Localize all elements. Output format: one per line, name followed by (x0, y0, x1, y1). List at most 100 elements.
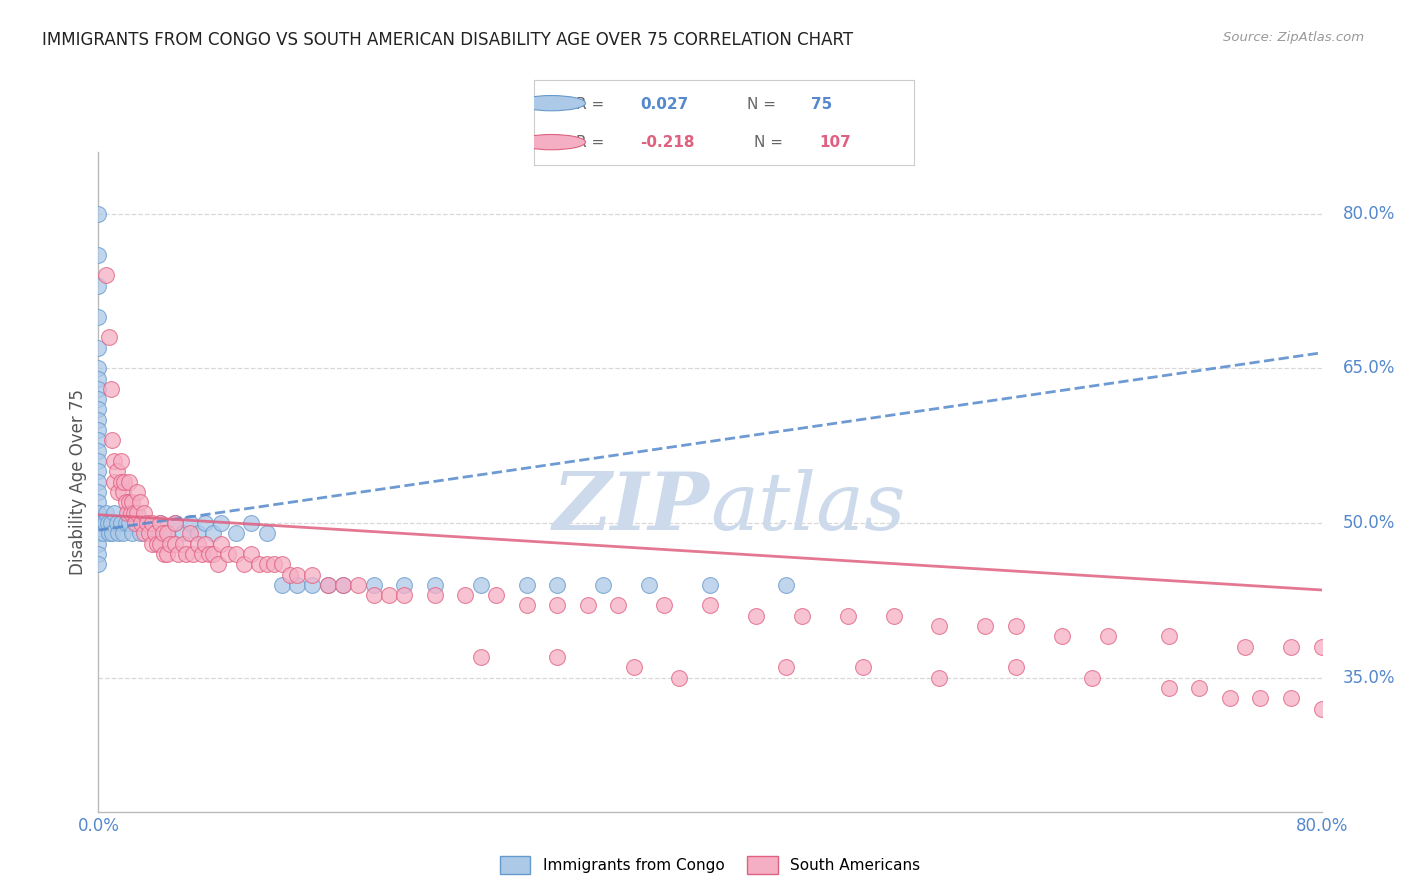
Point (91, 516, 114, 530)
Point (1004, 660, 1026, 674)
Point (316, 578, 339, 592)
Point (111, 485, 134, 500)
Point (124, 516, 146, 530)
Point (652, 599, 675, 613)
Point (134, 506, 156, 520)
Point (301, 567, 323, 582)
Point (179, 526, 201, 541)
Point (105, 464, 128, 478)
Point (883, 608, 905, 623)
Text: 35.0%: 35.0% (1343, 669, 1395, 687)
Point (332, 578, 354, 592)
Point (136, 516, 159, 530)
Point (87, 310, 110, 324)
Point (87, 495, 110, 509)
Point (928, 619, 950, 633)
Point (145, 536, 167, 550)
Point (516, 599, 538, 613)
Point (775, 660, 797, 674)
Point (699, 578, 721, 592)
Point (191, 547, 214, 561)
Point (87, 464, 110, 478)
Point (332, 578, 354, 592)
Point (240, 547, 263, 561)
Point (87, 423, 110, 437)
Point (149, 536, 172, 550)
Point (172, 526, 194, 541)
Y-axis label: Disability Age Over 75: Disability Age Over 75 (69, 389, 87, 574)
Point (470, 578, 492, 592)
Point (1050, 629, 1073, 643)
Point (1219, 691, 1241, 706)
Point (668, 671, 690, 685)
Point (187, 526, 209, 541)
Point (87, 475, 110, 489)
Point (225, 526, 247, 541)
Point (94, 506, 117, 520)
Text: 50.0%: 50.0% (1343, 514, 1395, 532)
Point (1310, 701, 1333, 715)
Point (121, 526, 143, 541)
Point (110, 454, 132, 468)
Point (94, 268, 117, 283)
Point (232, 557, 254, 572)
Point (745, 608, 768, 623)
Point (129, 516, 152, 530)
Point (125, 516, 148, 530)
Point (87, 413, 110, 427)
Point (152, 526, 174, 541)
Point (87, 557, 110, 572)
Point (141, 516, 163, 530)
Point (87, 516, 110, 530)
Point (592, 578, 614, 592)
Point (516, 578, 538, 592)
Point (363, 588, 385, 602)
Point (454, 588, 477, 602)
Text: 80.0%: 80.0% (1343, 204, 1395, 222)
Point (240, 516, 263, 530)
Point (775, 578, 797, 592)
Point (423, 578, 446, 592)
Point (87, 341, 110, 355)
Point (194, 536, 217, 550)
Point (278, 567, 301, 582)
Point (623, 660, 645, 674)
Point (1004, 619, 1026, 633)
Point (105, 516, 128, 530)
Point (270, 557, 292, 572)
Point (187, 536, 209, 550)
Point (141, 526, 163, 541)
Point (181, 547, 204, 561)
Text: N =: N = (755, 135, 789, 150)
Point (87, 547, 110, 561)
Point (852, 660, 875, 674)
Point (363, 578, 385, 592)
Point (125, 485, 148, 500)
Point (285, 567, 308, 582)
Point (156, 526, 179, 541)
Point (87, 371, 110, 385)
Point (247, 557, 270, 572)
Point (138, 526, 160, 541)
Point (87, 485, 110, 500)
Point (263, 557, 285, 572)
Point (1157, 629, 1180, 643)
Point (149, 516, 172, 530)
Point (194, 516, 217, 530)
Point (790, 608, 813, 623)
Point (87, 516, 110, 530)
Circle shape (517, 135, 585, 150)
Point (159, 536, 181, 550)
Point (110, 516, 132, 530)
Point (153, 547, 176, 561)
Point (209, 516, 232, 530)
Point (87, 526, 110, 541)
Point (546, 650, 568, 665)
Point (98, 526, 121, 541)
Point (134, 516, 156, 530)
Text: atlas: atlas (710, 469, 905, 547)
Point (87, 443, 110, 458)
Text: ZIP: ZIP (553, 469, 710, 547)
Text: 0.027: 0.027 (641, 96, 689, 112)
Point (101, 434, 124, 448)
